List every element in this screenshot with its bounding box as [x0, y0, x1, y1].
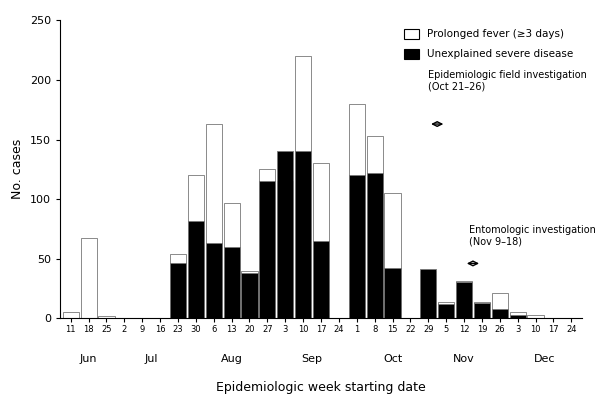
- Bar: [241, 271, 257, 318]
- Bar: [456, 281, 472, 318]
- Bar: [420, 269, 436, 318]
- Bar: [170, 254, 186, 318]
- Bar: [367, 173, 383, 318]
- Bar: [206, 124, 222, 318]
- Bar: [492, 309, 508, 318]
- Text: Sep: Sep: [302, 354, 323, 364]
- Text: Jun: Jun: [80, 354, 97, 364]
- Bar: [259, 169, 275, 318]
- Bar: [474, 302, 490, 318]
- Text: Aug: Aug: [221, 354, 242, 364]
- Text: Dec: Dec: [534, 354, 555, 364]
- Bar: [509, 315, 526, 318]
- Bar: [438, 302, 454, 318]
- Bar: [295, 56, 311, 318]
- Bar: [277, 151, 293, 318]
- Legend: Prolonged fever (≥3 days), Unexplained severe disease: Prolonged fever (≥3 days), Unexplained s…: [401, 26, 577, 62]
- Text: Nov: Nov: [453, 354, 475, 364]
- Bar: [527, 315, 544, 318]
- Bar: [224, 203, 239, 318]
- Bar: [438, 304, 454, 318]
- Bar: [188, 175, 204, 318]
- Bar: [277, 181, 293, 318]
- Y-axis label: No. cases: No. cases: [11, 139, 24, 200]
- Text: Oct: Oct: [383, 354, 402, 364]
- Bar: [313, 241, 329, 318]
- Bar: [385, 193, 401, 318]
- Bar: [170, 264, 186, 318]
- Bar: [241, 273, 257, 318]
- Text: Jul: Jul: [145, 354, 158, 364]
- Bar: [509, 312, 526, 318]
- Bar: [188, 221, 204, 318]
- Bar: [492, 293, 508, 318]
- Text: Epidemiologic week starting date: Epidemiologic week starting date: [216, 381, 426, 394]
- Bar: [474, 303, 490, 318]
- Bar: [295, 151, 311, 318]
- Bar: [224, 247, 239, 318]
- Bar: [367, 136, 383, 318]
- Bar: [80, 238, 97, 318]
- Bar: [313, 163, 329, 318]
- Bar: [349, 175, 365, 318]
- Bar: [349, 104, 365, 318]
- Bar: [420, 271, 436, 318]
- Bar: [456, 282, 472, 318]
- Bar: [62, 312, 79, 318]
- Bar: [206, 243, 222, 318]
- Bar: [98, 316, 115, 318]
- Bar: [385, 268, 401, 318]
- Text: Epidemiologic field investigation
(Oct 21–26): Epidemiologic field investigation (Oct 2…: [428, 70, 587, 92]
- Text: Entomologic investigation
(Nov 9–18): Entomologic investigation (Nov 9–18): [469, 225, 596, 247]
- Bar: [259, 181, 275, 318]
